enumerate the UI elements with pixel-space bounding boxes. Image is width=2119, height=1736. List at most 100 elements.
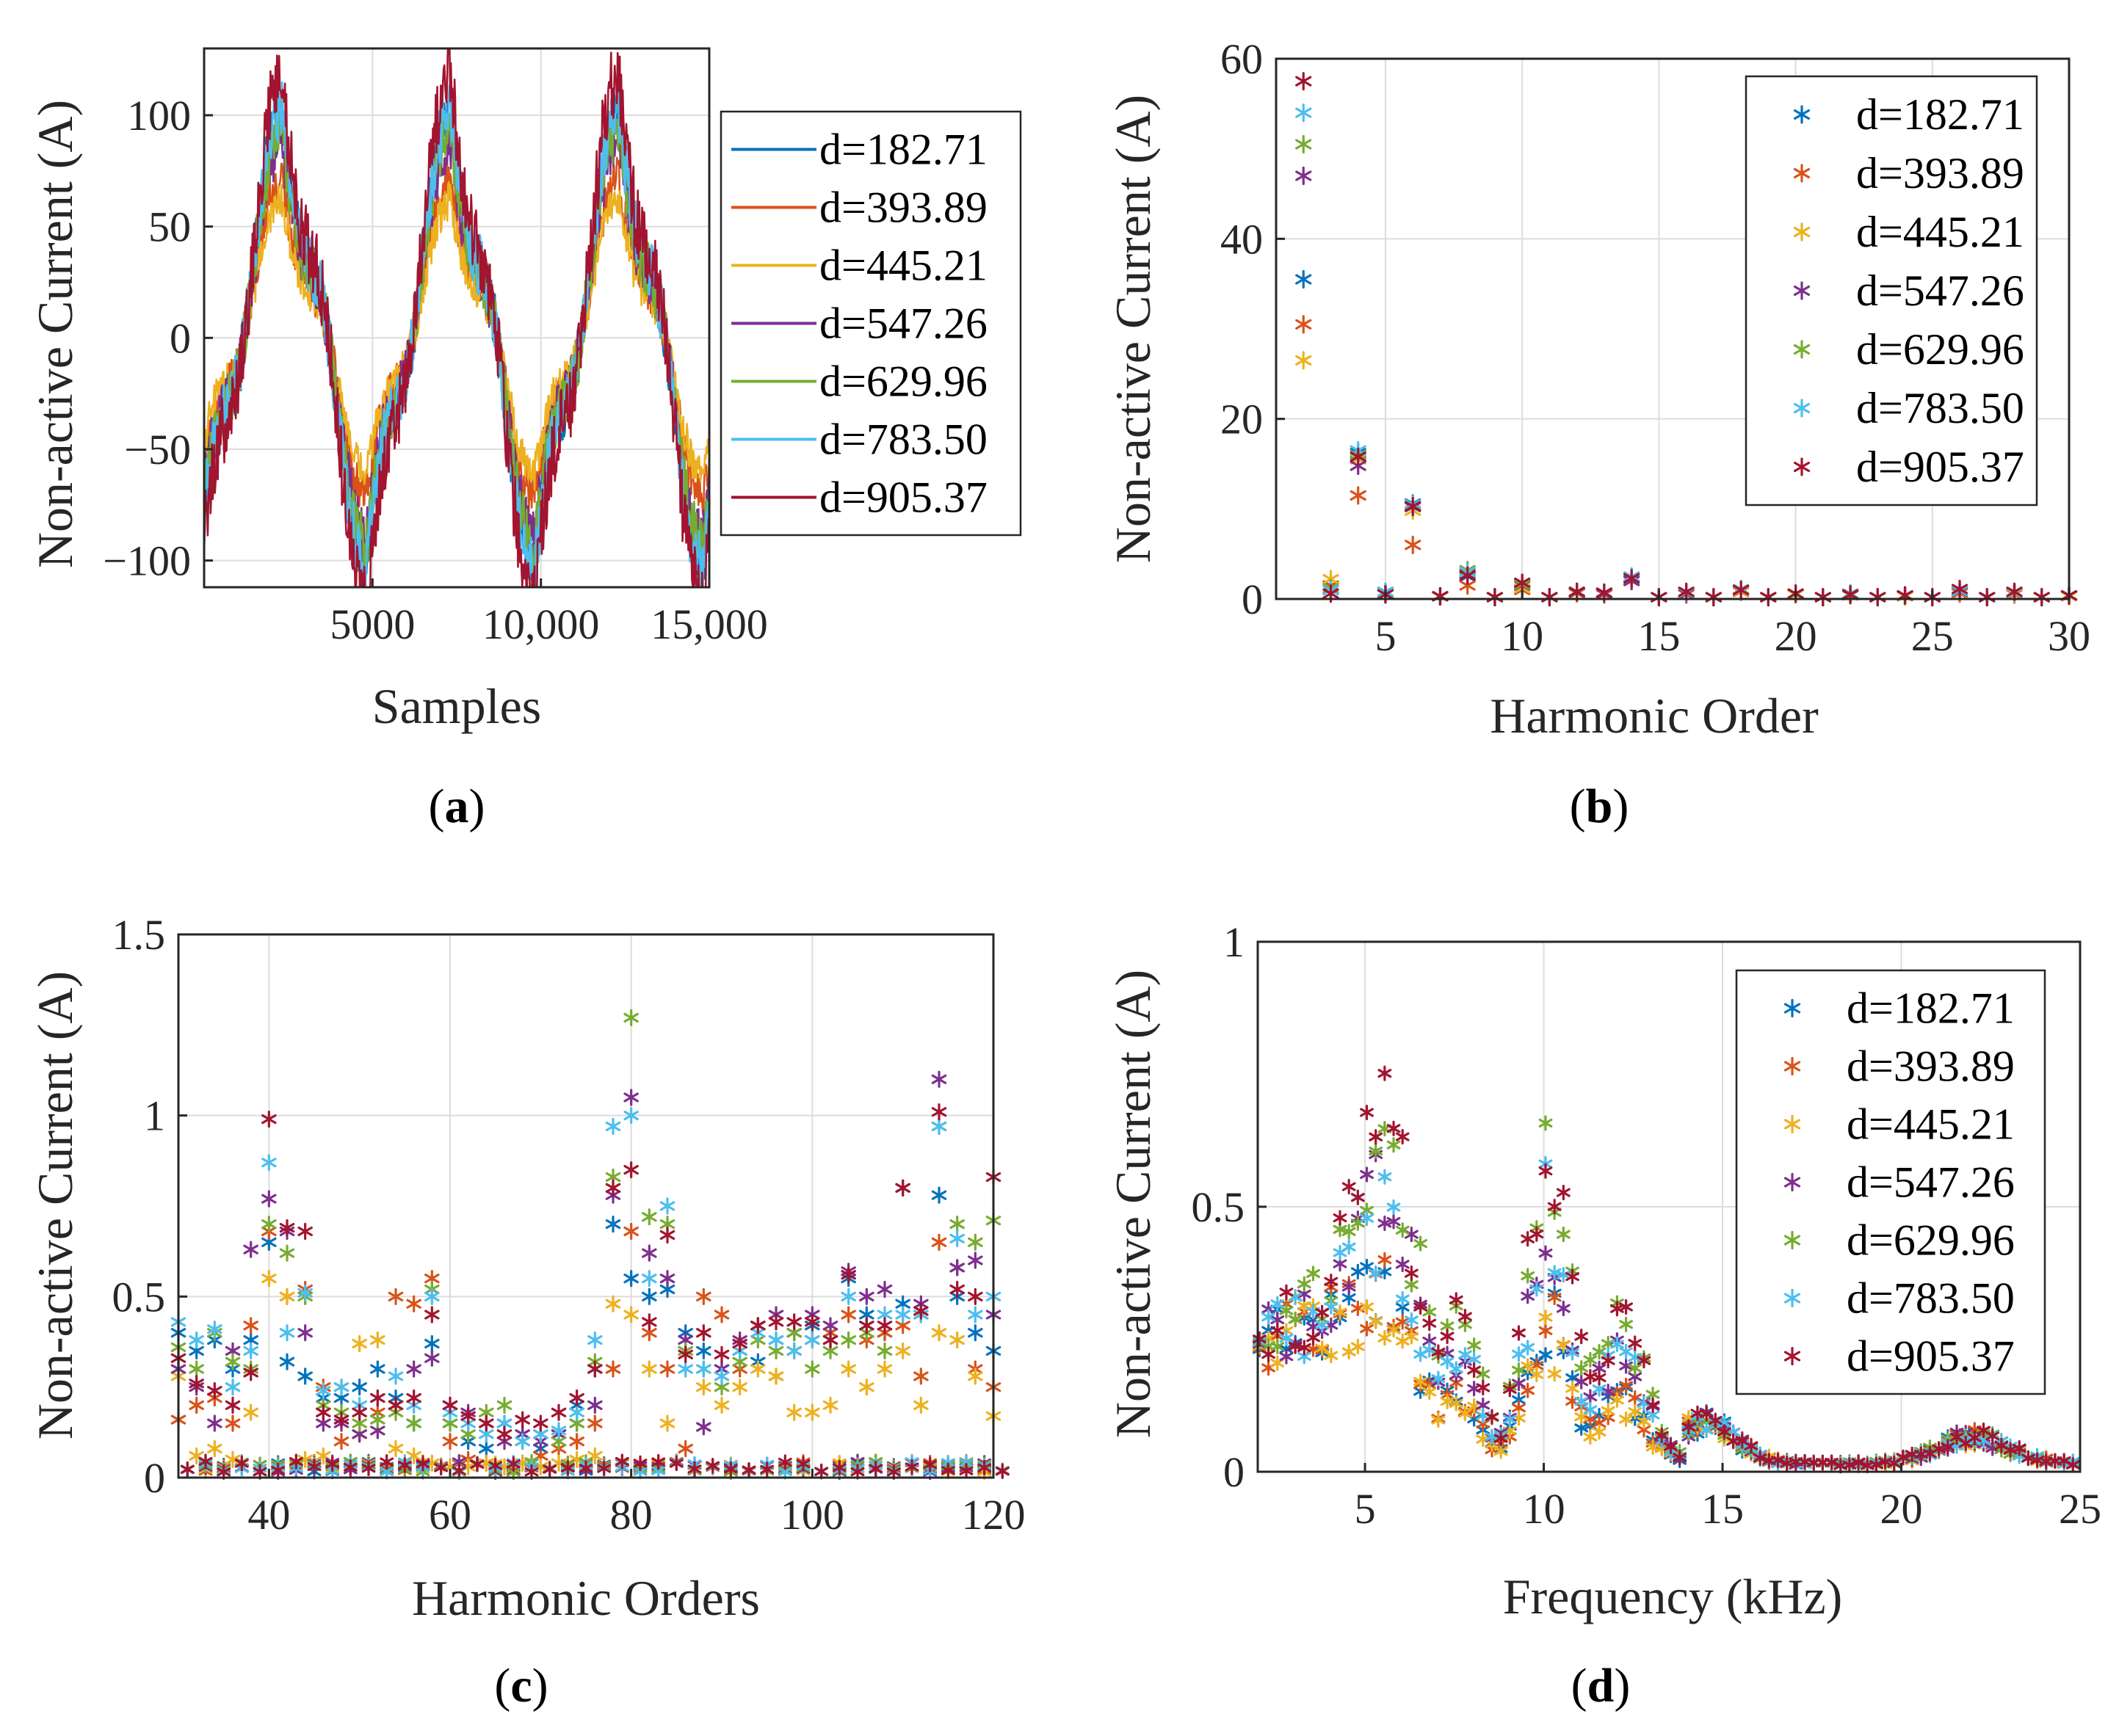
- data-point: [1324, 1274, 1339, 1290]
- data-point: [1699, 1406, 1714, 1422]
- data-point: [931, 1070, 947, 1088]
- data-point: [832, 1459, 847, 1476]
- legend-swatch: [1793, 457, 1811, 476]
- data-point: [1619, 1316, 1633, 1332]
- data-point: [1493, 1443, 1508, 1459]
- legend-entry: d=629.96: [1847, 1216, 2015, 1265]
- data-point: [1360, 1299, 1374, 1315]
- data-point: [424, 1306, 440, 1323]
- data-point: [1583, 1351, 1598, 1368]
- data-point: [642, 1360, 657, 1378]
- data-point: [2065, 1457, 2080, 1473]
- data-point: [1609, 1392, 1624, 1408]
- data-point: [1825, 1454, 1839, 1470]
- data-point: [651, 1454, 666, 1470]
- data-point: [352, 1403, 367, 1421]
- data-point: [1350, 1338, 1365, 1355]
- data-point: [659, 1414, 675, 1432]
- legend-swatch: [1793, 399, 1811, 418]
- data-point: [1592, 1370, 1607, 1386]
- data-point: [805, 1331, 820, 1349]
- data-point: [1842, 1457, 1857, 1473]
- data-point: [1521, 1288, 1535, 1304]
- panel-b-legend: d=182.71 d=393.89 d=445.21 d=547.26 d=629.96…: [1745, 75, 2038, 506]
- data-point: [1574, 1329, 1589, 1345]
- panel-c-caption-letter: c: [510, 1659, 532, 1713]
- data-point: [234, 1455, 249, 1472]
- data-point: [732, 1334, 747, 1353]
- data-point: [869, 1460, 883, 1477]
- legend-swatch: [1793, 222, 1811, 241]
- data-point: [633, 1455, 648, 1472]
- legend-entry: d=629.96: [1856, 325, 2024, 374]
- data-point: [1404, 1265, 1419, 1282]
- data-point: [1295, 72, 1312, 91]
- panel-c-points: [170, 1009, 1010, 1481]
- data-point: [1386, 1321, 1401, 1338]
- data-point: [524, 1464, 539, 1480]
- data-point: [1386, 1199, 1401, 1216]
- panel-b-caption: (b): [1570, 780, 1629, 833]
- legend-entry: d=547.26: [1847, 1158, 2015, 1207]
- data-point: [1315, 1317, 1330, 1333]
- data-point: [587, 1331, 603, 1349]
- data-point: [1547, 1265, 1562, 1281]
- data-point: [642, 1313, 657, 1331]
- data-point: [271, 1462, 286, 1478]
- legend-swatch: [1783, 1056, 1801, 1076]
- data-point: [1967, 1429, 1982, 1446]
- data-point: [1295, 351, 1312, 370]
- x-tick-label: 10,000: [482, 600, 600, 648]
- panel-a-caption: (a): [429, 780, 485, 833]
- data-point: [1502, 1411, 1517, 1427]
- legend-swatch: [1793, 340, 1811, 359]
- legend-swatch: [1793, 105, 1811, 124]
- data-point: [850, 1464, 865, 1480]
- data-point: [1664, 1439, 1678, 1455]
- data-point: [678, 1360, 693, 1378]
- data-point: [560, 1460, 575, 1476]
- data-point: [696, 1418, 711, 1436]
- data-point: [1574, 1409, 1589, 1425]
- data-point: [1440, 1354, 1455, 1370]
- data-point: [416, 1456, 430, 1472]
- legend-entry: d=393.89: [1856, 149, 2024, 197]
- data-point: [995, 1463, 1010, 1479]
- data-point: [325, 1456, 340, 1472]
- data-point: [1628, 1335, 1642, 1351]
- data-point: [243, 1403, 258, 1421]
- data-point: [841, 1306, 856, 1323]
- data-point: [1619, 1299, 1633, 1315]
- data-point: [496, 1426, 512, 1443]
- legend-box: [1745, 75, 2038, 506]
- data-point: [605, 1117, 621, 1136]
- data-point: [1951, 579, 1968, 599]
- data-point: [859, 1288, 874, 1305]
- legend-entry: d=783.50: [819, 415, 988, 464]
- data-point: [1514, 573, 1531, 592]
- data-point: [805, 1403, 820, 1421]
- data-point: [406, 1414, 421, 1432]
- data-point: [822, 1331, 838, 1349]
- data-point: [1341, 1224, 1356, 1240]
- data-point: [1261, 1346, 1276, 1362]
- data-point: [587, 1396, 603, 1414]
- data-point: [1609, 1336, 1624, 1352]
- data-point: [333, 1411, 349, 1428]
- data-point: [886, 1464, 901, 1480]
- y-tick-label: 20: [1220, 396, 1263, 443]
- y-tick-label: 100: [127, 92, 191, 139]
- data-point: [1405, 497, 1421, 516]
- data-point: [1386, 1120, 1401, 1136]
- legend-entry: d=547.26: [1856, 266, 2024, 315]
- y-tick-label: 40: [1220, 215, 1263, 263]
- data-point: [877, 1317, 893, 1334]
- x-tick-label: 120: [962, 1491, 1026, 1539]
- data-point: [1431, 1344, 1446, 1360]
- data-point: [370, 1389, 385, 1407]
- data-point: [551, 1422, 567, 1439]
- data-point: [1431, 1412, 1446, 1428]
- panel-b: 5 10 15 20 25 30 0 20 40 60 Harmonic Order Non-ac…: [1105, 35, 2090, 833]
- data-point: [1512, 1325, 1526, 1341]
- data-point: [397, 1457, 412, 1473]
